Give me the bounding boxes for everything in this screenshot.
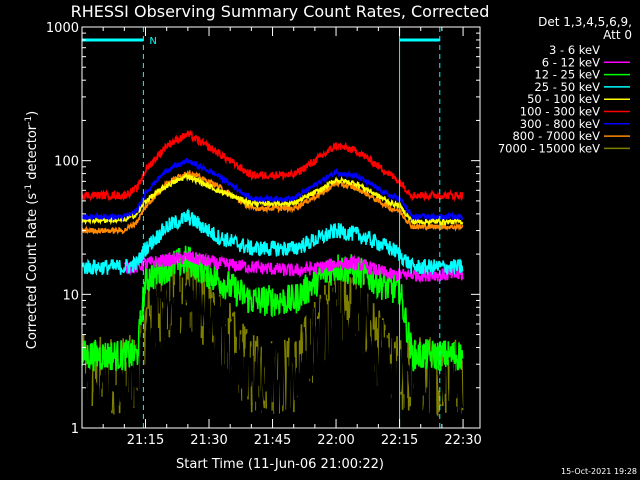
x-tick-label: 22:00 (317, 433, 354, 448)
legend-entry-label: 25 - 50 keV (534, 80, 600, 94)
y-axis-label-sup2: -1 (24, 116, 34, 125)
legend-entry-label: 12 - 25 keV (534, 68, 600, 82)
y-tick-label: 1000 (46, 21, 79, 36)
legend-entry-label: 7000 - 15000 keV (498, 141, 600, 155)
y-axis-label-main: Corrected Count Rate (s (25, 193, 40, 350)
y-tick-label: 100 (54, 155, 79, 170)
x-tick-label: 22:30 (444, 433, 481, 448)
x-tick-label: 22:15 (381, 433, 418, 448)
footer-date: 15-Oct-2021 19:28 (561, 467, 637, 476)
legend-entry-label: 800 - 7000 keV (512, 129, 600, 143)
legend-entry-label: 50 - 100 keV (527, 92, 600, 106)
svg-text:Corrected Count Rate (s-1 dete: Corrected Count Rate (s-1 detector-1) (24, 111, 40, 349)
night-marker-label: N (149, 36, 156, 47)
series-line-6-to-12kev (124, 250, 464, 284)
x-tick-label: 21:15 (127, 433, 164, 448)
x-tick-label: 21:45 (254, 433, 291, 448)
chart-title: RHESSI Observing Summary Count Rates, Co… (71, 2, 490, 21)
y-axis-label: Corrected Count Rate (s-1 detector-1) (24, 111, 40, 349)
plot-data-layer (82, 129, 464, 428)
y-axis-label-mid: detector (25, 124, 40, 184)
plot-frame (81, 26, 481, 429)
legend-entry-label: 300 - 800 keV (520, 117, 600, 131)
x-tick-label: 21:30 (190, 433, 227, 448)
legend-entry-label: 100 - 300 keV (520, 105, 600, 119)
series-line-100-to-300kev (82, 129, 464, 202)
y-axis-label-sup1: -1 (24, 184, 34, 193)
axes-layer: 1 10 100 1000 21:15 21:30 21:45 22:00 22:15 22:30 (46, 21, 482, 448)
legend-entry-label: 6 - 12 keV (542, 55, 600, 69)
legend-header-line-2: Att 0 (603, 28, 632, 42)
y-tick-label: 1 (71, 422, 79, 437)
y-axis-label-end: ) (25, 111, 40, 116)
legend-entry-label: 3 - 6 keV (549, 43, 600, 57)
legend-header-line-1: Det 1,3,4,5,6,9, (538, 15, 632, 29)
y-tick-label: 10 (62, 288, 79, 303)
x-axis-label: Start Time (11-Jun-06 21:00:22) (176, 457, 384, 472)
